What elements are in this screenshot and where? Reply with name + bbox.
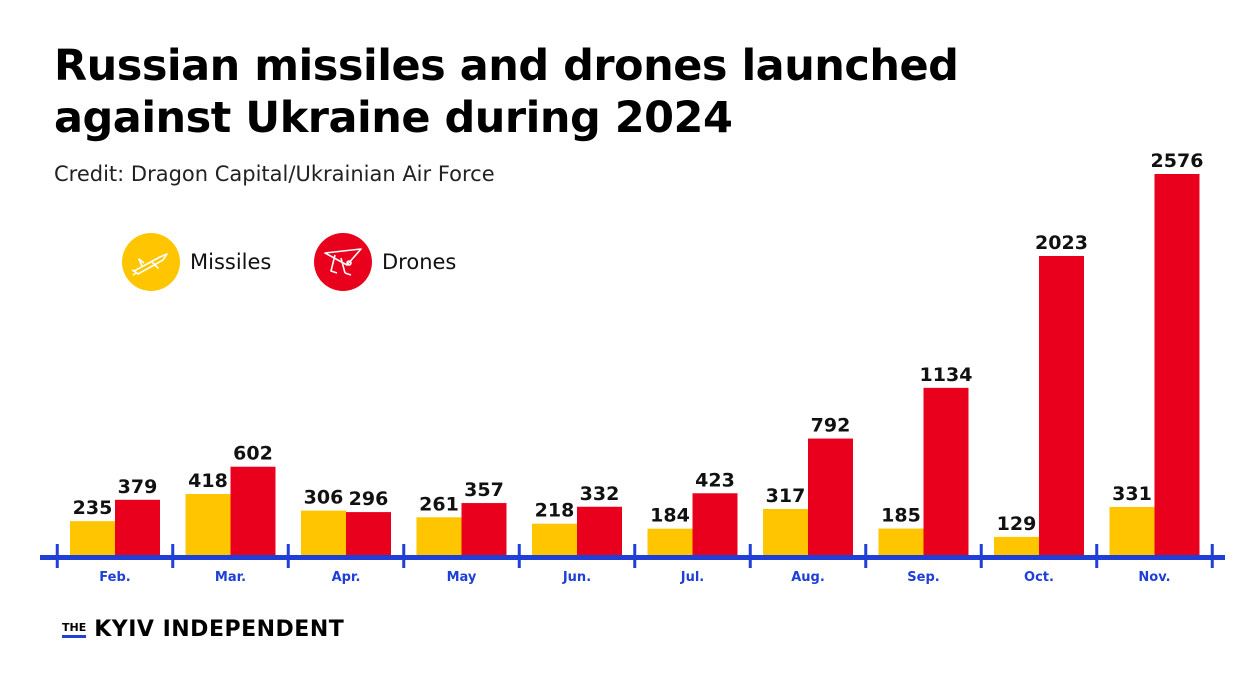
data-label-missiles-7: 185 <box>881 505 921 527</box>
legend-item-drones: Drones <box>314 233 456 291</box>
bar-drones-6 <box>808 438 853 556</box>
data-label-drones-7: 1134 <box>920 364 973 386</box>
x-axis-tick-5 <box>633 544 637 568</box>
chart-title: Russian missiles and drones launched aga… <box>54 41 959 143</box>
x-axis-tick-10 <box>1210 544 1214 568</box>
bar-missiles-7 <box>878 528 924 556</box>
x-tick-label-5: Jul. <box>680 570 705 585</box>
bar-missiles-9 <box>1109 506 1155 556</box>
data-label-drones-3: 357 <box>464 479 504 501</box>
data-label-drones-5: 423 <box>695 469 735 491</box>
data-label-drones-2: 296 <box>349 488 389 510</box>
x-axis-tick-7 <box>864 544 868 568</box>
x-tick-label-8: Oct. <box>1024 570 1054 585</box>
data-label-drones-0: 379 <box>118 476 158 498</box>
brand-the: THE <box>62 621 87 638</box>
bar-missiles-8 <box>994 536 1039 556</box>
data-label-drones-4: 332 <box>580 483 620 505</box>
bar-missiles-0 <box>70 521 115 556</box>
x-axis-tick-6 <box>748 544 752 568</box>
legend-label-missiles: Missiles <box>190 250 272 274</box>
bar-missiles-2 <box>301 510 346 556</box>
x-axis-tick-8 <box>979 544 983 568</box>
bar-drones-3 <box>461 503 507 556</box>
data-label-drones-1: 602 <box>233 443 273 465</box>
bar-drones-0 <box>115 499 160 556</box>
x-axis-tick-3 <box>402 544 406 568</box>
data-label-drones-8: 2023 <box>1035 232 1088 254</box>
x-tick-label-2: Apr. <box>332 570 361 585</box>
x-tick-label-0: Feb. <box>99 570 130 585</box>
credit-line: Credit: Dragon Capital/Ukrainian Air For… <box>54 162 495 186</box>
x-tick-label-6: Aug. <box>791 570 825 585</box>
legend-label-drones: Drones <box>382 250 457 274</box>
bar-missiles-5 <box>647 528 693 556</box>
data-label-missiles-6: 317 <box>766 485 806 507</box>
brand-name: KYIV INDEPENDENT <box>94 617 345 642</box>
legend-item-missiles: Missiles <box>122 233 271 291</box>
missile-icon <box>122 233 180 291</box>
x-axis-tick-4 <box>517 544 521 568</box>
data-label-missiles-4: 218 <box>535 500 575 522</box>
x-tick-label-9: Nov. <box>1138 570 1170 585</box>
x-tick-label-7: Sep. <box>907 570 939 585</box>
bar-drones-9 <box>1154 174 1200 556</box>
x-axis-tick-1 <box>171 544 175 568</box>
x-axis-tick-9 <box>1095 544 1099 568</box>
bar-missiles-1 <box>185 494 231 556</box>
bar-drones-2 <box>346 512 391 556</box>
data-label-missiles-2: 306 <box>304 487 344 509</box>
bar-missiles-6 <box>763 508 808 556</box>
x-tick-label-3: May <box>447 570 477 585</box>
x-axis-tick-2 <box>286 544 290 568</box>
bar-drones-4 <box>577 506 622 556</box>
x-tick-label-4: Jun. <box>562 570 591 585</box>
data-label-missiles-5: 184 <box>650 505 690 527</box>
data-label-missiles-1: 418 <box>188 470 228 492</box>
bar-drones-1 <box>230 466 276 556</box>
bar-missiles-3 <box>416 517 462 556</box>
bar-drones-7 <box>923 387 969 556</box>
data-label-missiles-3: 261 <box>419 493 459 515</box>
brand-logo: THE KYIV INDEPENDENT <box>62 617 344 642</box>
data-label-drones-6: 792 <box>811 415 851 437</box>
data-label-missiles-9: 331 <box>1112 483 1152 505</box>
x-tick-label-1: Mar. <box>215 570 246 585</box>
data-label-missiles-8: 129 <box>997 513 1037 535</box>
bar-drones-5 <box>692 493 738 556</box>
bar-missiles-4 <box>532 523 577 556</box>
drone-icon <box>314 233 372 291</box>
x-axis-tick-0 <box>55 544 59 568</box>
data-label-missiles-0: 235 <box>73 497 113 519</box>
data-label-drones-9: 2576 <box>1151 150 1204 172</box>
x-axis-line <box>40 555 1225 560</box>
bar-drones-8 <box>1039 256 1084 556</box>
